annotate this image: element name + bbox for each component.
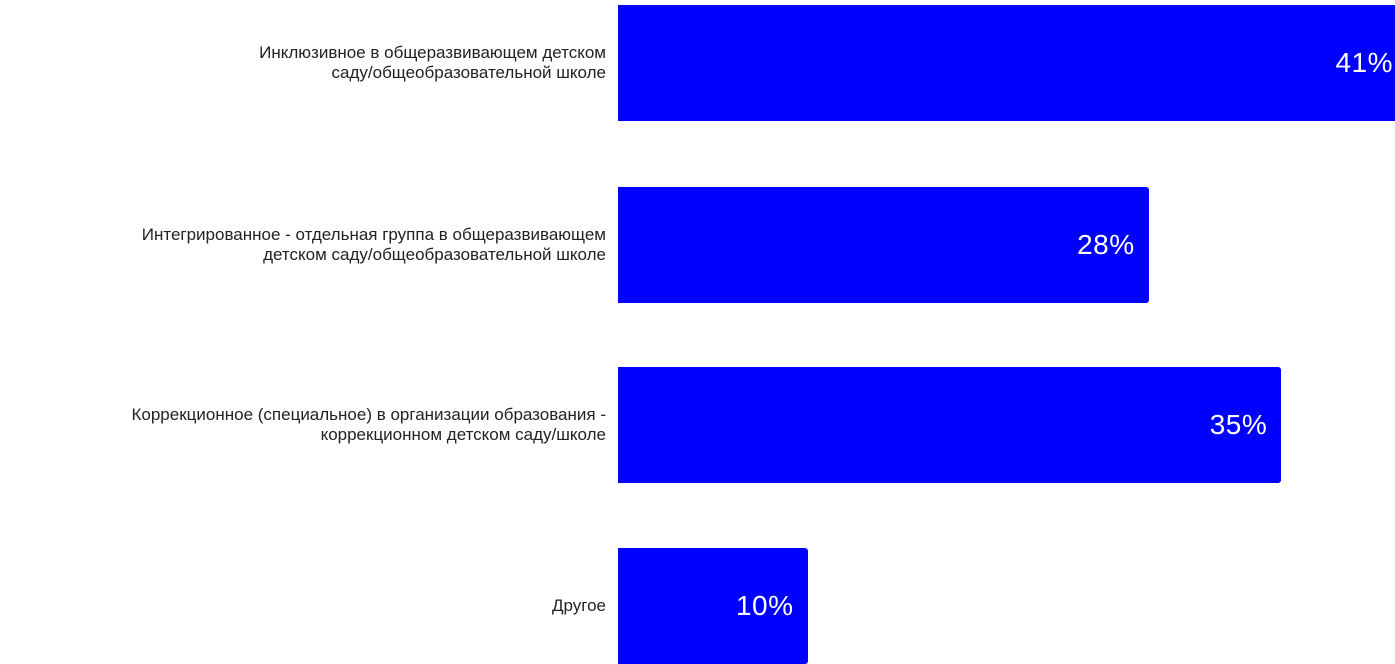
category-label: Коррекционное (специальное) в организаци…: [6, 405, 607, 445]
bar: 41%: [618, 5, 1395, 121]
category-label-line: Коррекционное (специальное) в организаци…: [131, 405, 607, 424]
bar: 10%: [618, 548, 808, 664]
bar-value-label: 28%: [1077, 229, 1135, 260]
bar-value-label: 35%: [1209, 409, 1268, 440]
category-label-line: саду/общеобразовательной школе: [331, 63, 606, 82]
category-label-line: Интегрированное - отдельная группа в общ…: [141, 225, 606, 244]
bar-value-label: 41%: [1335, 47, 1393, 78]
category-label: Другое: [6, 596, 606, 616]
category-label: Интегрированное - отдельная группа в общ…: [6, 225, 606, 265]
bar: 28%: [618, 187, 1149, 303]
category-label-line: Инклюзивное в общеразвивающем детском: [259, 43, 606, 62]
bar-value-label: 10%: [735, 590, 794, 621]
category-label-line: коррекционном детском саду/школе: [320, 425, 606, 444]
category-label: Инклюзивное в общеразвивающем детском сад…: [6, 43, 606, 83]
category-label-line: Другое: [551, 596, 606, 615]
category-label-line: детском саду/общеобразовательной школе: [263, 245, 606, 264]
bar: 35%: [618, 367, 1282, 483]
